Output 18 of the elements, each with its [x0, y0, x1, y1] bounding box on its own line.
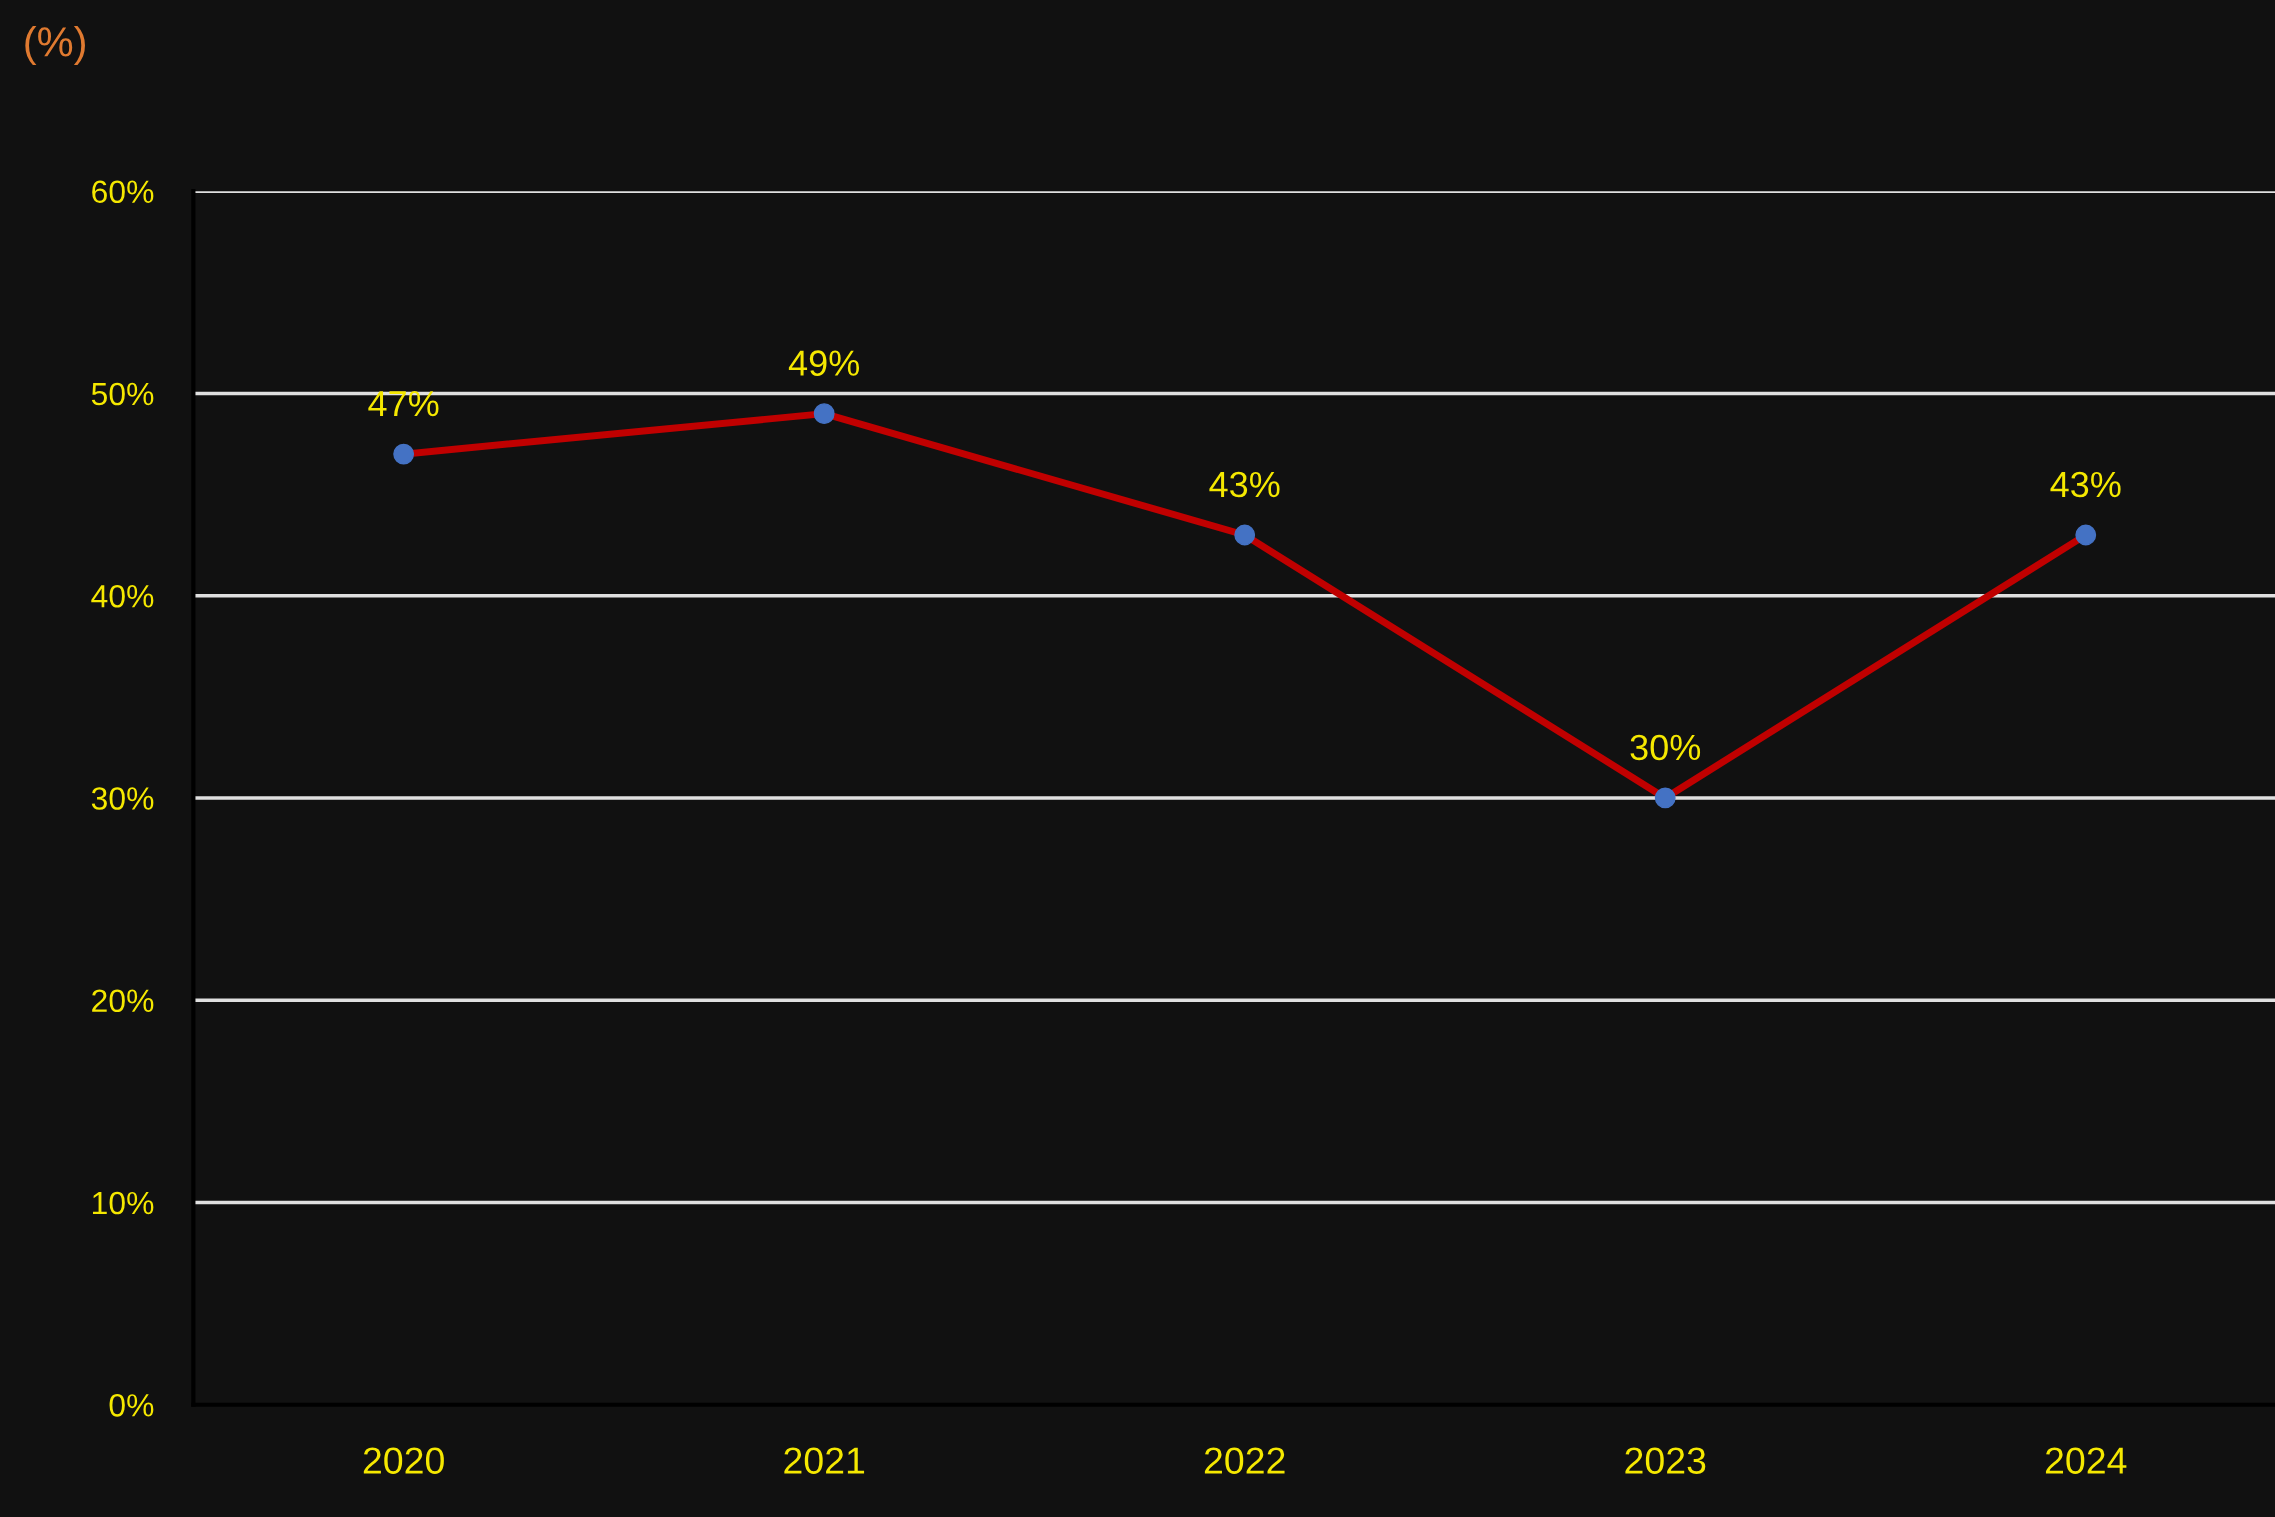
y-tick-label: 20%	[92, 989, 154, 1013]
data-label: 43%	[2050, 471, 2121, 498]
y-tick-label: 0%	[109, 1394, 154, 1417]
x-tick-label: 2024	[2045, 1447, 2127, 1474]
x-tick-label: 2020	[363, 1447, 444, 1474]
data-label: 49%	[788, 350, 860, 376]
y-tick-label: 10%	[92, 1191, 154, 1215]
y-tick-label: 60%	[92, 180, 154, 204]
data-label: 43%	[1209, 471, 1280, 498]
x-tick-label: 2022	[1204, 1447, 1285, 1474]
y-tick-label: 40%	[91, 584, 154, 608]
data-label: 30%	[1630, 734, 1701, 761]
x-tick-label: 2023	[1625, 1447, 1706, 1474]
y-axis-title: (%)	[25, 26, 85, 65]
y-tick-label: 50%	[91, 382, 154, 406]
x-tick-label: 2021	[784, 1447, 865, 1474]
data-label: 47%	[368, 390, 439, 417]
y-tick-label: 30%	[91, 787, 154, 810]
